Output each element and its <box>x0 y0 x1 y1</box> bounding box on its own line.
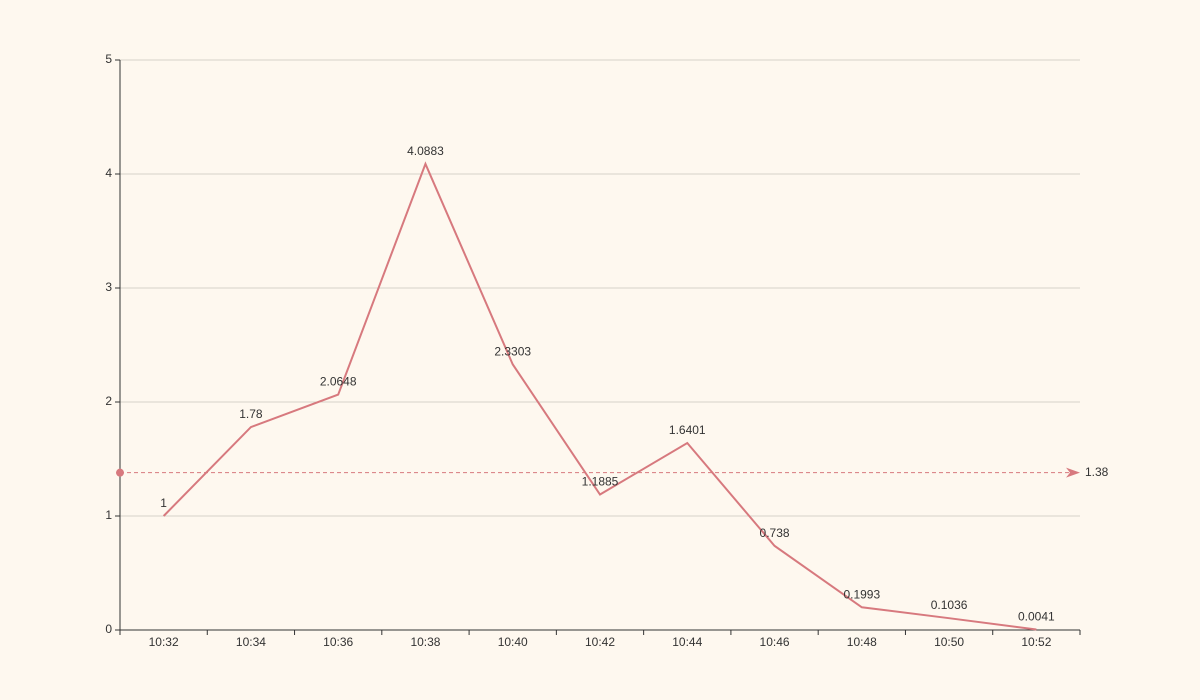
x-tick-label: 10:34 <box>236 635 266 649</box>
x-tick-label: 10:42 <box>585 635 615 649</box>
data-point-label: 1 <box>160 496 167 510</box>
data-point-label: 4.0883 <box>407 144 444 158</box>
series-line <box>162 161 1037 631</box>
markline-arrow-icon <box>1066 467 1080 478</box>
x-tick-label: 10:52 <box>1021 635 1051 649</box>
data-point-label: 0.738 <box>760 526 790 540</box>
y-tick-label: 4 <box>105 166 112 180</box>
y-tick-label: 0 <box>105 622 112 636</box>
data-point-label: 0.1993 <box>843 587 880 601</box>
x-tick-label: 10:32 <box>149 635 179 649</box>
x-tick-label: 10:44 <box>672 635 702 649</box>
data-point-label: 1.1885 <box>582 475 619 489</box>
x-tick-label: 10:36 <box>323 635 353 649</box>
average-markline: 1.38 <box>116 465 1109 479</box>
data-point-label: 0.1036 <box>931 598 968 612</box>
data-point-label: 2.3303 <box>494 344 531 358</box>
data-point-label: 1.78 <box>239 407 263 421</box>
y-tick-label: 2 <box>105 394 112 408</box>
x-tick-label: 10:50 <box>934 635 964 649</box>
data-point-label: 2.0648 <box>320 375 357 389</box>
y-tick-label: 1 <box>105 508 112 522</box>
data-point-label: 0.0041 <box>1018 610 1055 624</box>
x-tick-label: 10:38 <box>410 635 440 649</box>
series-layer <box>162 161 1037 631</box>
markline-label: 1.38 <box>1085 465 1109 479</box>
data-labels: 1 1.78 2.0648 4.0883 2.3303 1.1885 1.6401 0.738… <box>160 144 1055 624</box>
y-tick-label: 5 <box>105 52 112 66</box>
x-tick-label: 10:46 <box>760 635 790 649</box>
data-point-label: 1.6401 <box>669 423 706 437</box>
y-tick-label: 3 <box>105 280 112 294</box>
x-tick-label: 10:40 <box>498 635 528 649</box>
x-tick-label: 10:48 <box>847 635 877 649</box>
axes: 0 1 2 3 4 5 10:32 10:34 10:36 10:38 10:40 10:42 10:4… <box>105 52 1081 649</box>
grid-lines <box>120 59 1080 517</box>
